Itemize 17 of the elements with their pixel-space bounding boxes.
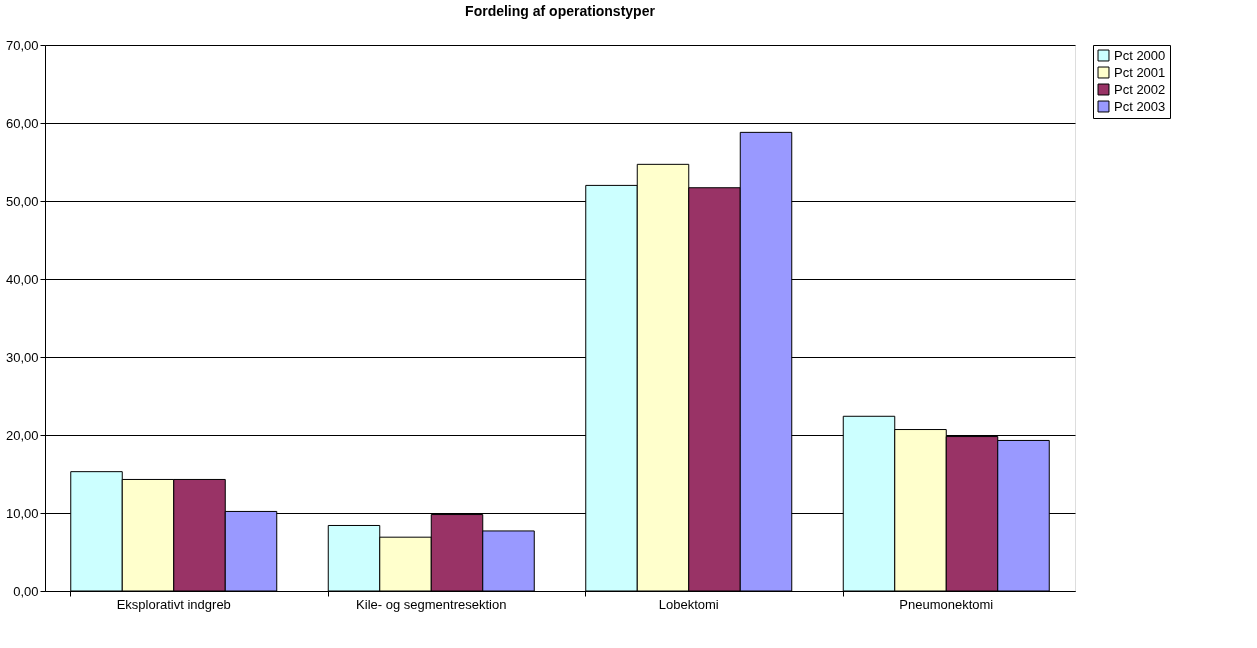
x-tick-label: Pneumonektomi — [899, 596, 994, 612]
y-tick-label: 50,00 — [5, 193, 39, 209]
x-tick-label: Eksplorativt indgreb — [116, 596, 231, 612]
x-tick-label: Lobektomi — [658, 596, 719, 612]
y-tick-label: 60,00 — [5, 115, 39, 131]
y-tick-label: 40,00 — [5, 271, 39, 287]
legend-label: Pct 2002 — [1114, 81, 1166, 97]
y-tick-label: 70,00 — [5, 37, 39, 53]
legend-label: Pct 2001 — [1114, 64, 1166, 80]
y-tick-label: 30,00 — [5, 349, 39, 365]
y-tick-label: 20,00 — [5, 427, 39, 443]
legend-label: Pct 2003 — [1114, 98, 1166, 114]
y-tick-label: 10,00 — [5, 505, 39, 521]
y-tick-label: 0,00 — [13, 583, 39, 599]
x-tick-label: Kile- og segmentresektion — [356, 596, 507, 612]
legend-label: Pct 2000 — [1114, 47, 1166, 63]
chart-title: Fordeling af operationstyper — [465, 3, 656, 19]
